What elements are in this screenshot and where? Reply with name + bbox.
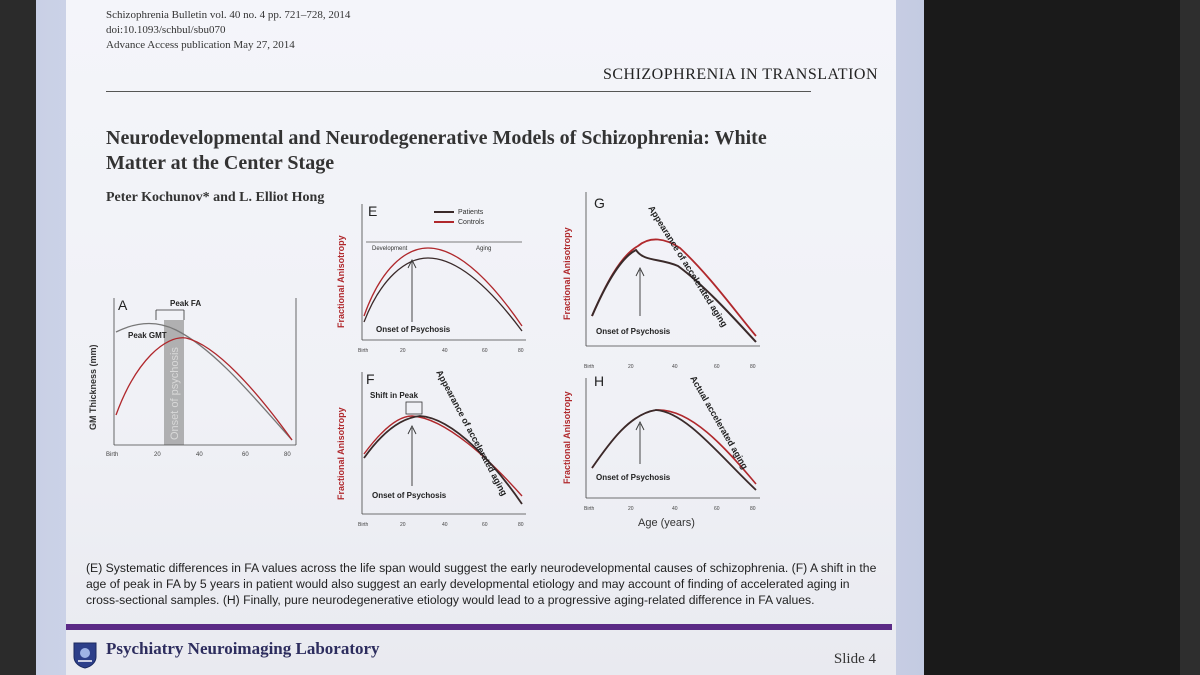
presentation-slide: Schizophrenia Bulletin vol. 40 no. 4 pp.… [66, 0, 896, 675]
lab-logo-icon [73, 642, 97, 669]
panel-g-ylabel: Fractional Anisotropy [562, 227, 572, 320]
panel-e-tick-2: 40 [442, 348, 448, 354]
panel-a-tick-1: 20 [154, 452, 161, 458]
panel-e-tick-4: 80 [518, 348, 524, 354]
citation-block: Schizophrenia Bulletin vol. 40 no. 4 pp.… [106, 8, 350, 53]
panel-h-tick-1: 20 [628, 506, 634, 512]
onset-arrow-head [635, 420, 645, 431]
slide-number: Slide 4 [833, 651, 876, 667]
panel-h-tick-3: 60 [714, 506, 720, 512]
panel-f-onset-label: Onset of Psychosis [372, 491, 447, 500]
controls-curve [363, 247, 523, 327]
paper-authors: Peter Kochunov* and L. Elliot Hong [106, 190, 325, 205]
panel-h-xlabel: Age (years) [638, 517, 695, 529]
panel-g-onset-label: Onset of Psychosis [596, 327, 671, 336]
lab-name: Psychiatry Neuroimaging Laboratory [106, 639, 380, 658]
panel-g-letter: G [594, 195, 605, 211]
panel-a-tick-4: 80 [284, 452, 291, 458]
panel-e-onset-label: Onset of Psychosis [376, 325, 451, 334]
panel-a-letter: A [118, 297, 128, 313]
panel-a-tick-3: 60 [242, 452, 249, 458]
shift-bracket [405, 401, 423, 415]
paper-title: Neurodevelopmental and Neurodegenerative… [106, 126, 786, 176]
development-label: Development [372, 246, 408, 252]
figure-panel-h: H Fractional Anisotropy Actual accelerat… [560, 372, 770, 534]
panel-g-plot: G Fractional Anisotropy Appearance of ac… [562, 192, 760, 370]
patients-curve [591, 248, 757, 343]
panel-f-tick-2: 40 [442, 522, 448, 528]
panel-e-letter: E [368, 203, 377, 219]
section-heading: SCHIZOPHRENIA IN TRANSLATION [602, 66, 878, 83]
panel-h-tick-0: Birth [584, 506, 595, 512]
panel-e-plot: E Fractional Anisotropy Patients Control… [336, 203, 526, 354]
panel-g-tick-4: 80 [750, 364, 756, 370]
onset-band [164, 320, 184, 445]
room-edge-strip [1180, 0, 1200, 675]
controls-curve [591, 238, 757, 337]
panel-h-plot: H Fractional Anisotropy Actual accelerat… [562, 373, 760, 529]
panel-f-tick-1: 20 [400, 522, 406, 528]
journal-line: Schizophrenia Bulletin vol. 40 no. 4 pp.… [106, 9, 351, 21]
panel-a-ylabel: GM Thickness (mm) [88, 344, 98, 430]
heading-rule [106, 91, 811, 92]
doi-line: doi:10.1093/schbul/sbu070 [106, 24, 226, 36]
figure-panel-g: G Fractional Anisotropy Appearance of ac… [560, 186, 770, 372]
onset-arrow-head [407, 424, 417, 435]
panel-f-letter: F [366, 371, 375, 387]
panel-g-tick-2: 40 [672, 364, 678, 370]
panel-e-ylabel: Fractional Anisotropy [336, 235, 346, 328]
figure-caption: (E) Systematic differences in FA values … [86, 561, 877, 607]
onset-band-label: Onset of psychosis [169, 347, 181, 440]
panel-g-tick-0: Birth [584, 364, 595, 370]
fa-curve [115, 337, 293, 441]
patients-curve [363, 257, 523, 332]
panel-e-tick-0: Birth [358, 348, 369, 354]
access-line: Advance Access publication May 27, 2014 [106, 39, 295, 51]
panel-g-accelerated-label: Appearance of accelerated aging [646, 204, 729, 329]
panel-e-tick-3: 60 [482, 348, 488, 354]
panel-g-tick-3: 60 [714, 364, 720, 370]
panel-f-plot: F Fractional Anisotropy Shift in Peak Ap… [336, 368, 526, 528]
onset-arrow-head [407, 258, 417, 269]
panel-e-tick-1: 20 [400, 348, 406, 354]
peak-fa-label: Peak FA [170, 299, 201, 308]
peak-gmt-label: Peak GMT [128, 331, 167, 340]
legend-controls-label: Controls [458, 219, 485, 226]
shift-in-peak-label: Shift in Peak [370, 391, 419, 400]
panel-f-tick-3: 60 [482, 522, 488, 528]
patients-curve [591, 409, 757, 491]
panel-h-letter: H [594, 373, 604, 389]
paper-title-line-1: Neurodevelopmental and Neurodegenerative… [106, 127, 767, 149]
panel-a-plot: Onset of psychosis A GM Thickness (mm) P… [88, 297, 297, 458]
figure-panel-a: Onset of psychosis A GM Thickness (mm) P… [86, 290, 306, 465]
panel-h-tick-4: 80 [750, 506, 756, 512]
panel-h-accelerated-label: Actual accelerated aging [688, 374, 750, 471]
gm-thickness-curve [115, 322, 293, 441]
panel-g-tick-1: 20 [628, 364, 634, 370]
patients-curve [363, 415, 523, 505]
panel-f-accelerated-label: Appearance of accelerated aging [434, 368, 509, 497]
onset-arrow-head [635, 266, 645, 277]
panel-h-onset-label: Onset of Psychosis [596, 473, 671, 482]
paper-title-line-2: Matter at the Center Stage [106, 152, 335, 174]
panel-h-tick-2: 40 [672, 506, 678, 512]
panel-a-tick-0: Birth [106, 452, 118, 458]
panel-a-tick-2: 40 [196, 452, 203, 458]
room-wall-right [920, 0, 1200, 675]
footer-bar [66, 624, 892, 630]
figure-panel-f: F Fractional Anisotropy Shift in Peak Ap… [336, 366, 532, 530]
legend-patients-label: Patients [458, 209, 484, 216]
panel-f-tick-4: 80 [518, 522, 524, 528]
aging-label: Aging [476, 246, 491, 252]
panel-h-ylabel: Fractional Anisotropy [562, 391, 572, 484]
panel-f-ylabel: Fractional Anisotropy [336, 407, 346, 500]
panel-f-tick-0: Birth [358, 522, 369, 528]
figure-panel-e: E Fractional Anisotropy Patients Control… [336, 198, 532, 356]
